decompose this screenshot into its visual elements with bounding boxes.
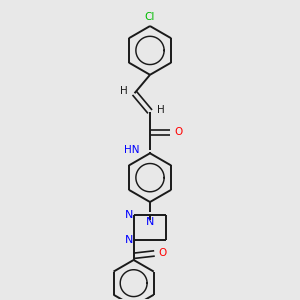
Text: HN: HN xyxy=(124,145,140,155)
Text: N: N xyxy=(146,217,154,226)
Text: Cl: Cl xyxy=(145,13,155,22)
Text: H: H xyxy=(120,86,128,96)
Text: N: N xyxy=(125,236,134,245)
Text: H: H xyxy=(157,105,164,115)
Text: O: O xyxy=(158,248,166,258)
Text: O: O xyxy=(174,128,182,137)
Text: N: N xyxy=(125,210,134,220)
